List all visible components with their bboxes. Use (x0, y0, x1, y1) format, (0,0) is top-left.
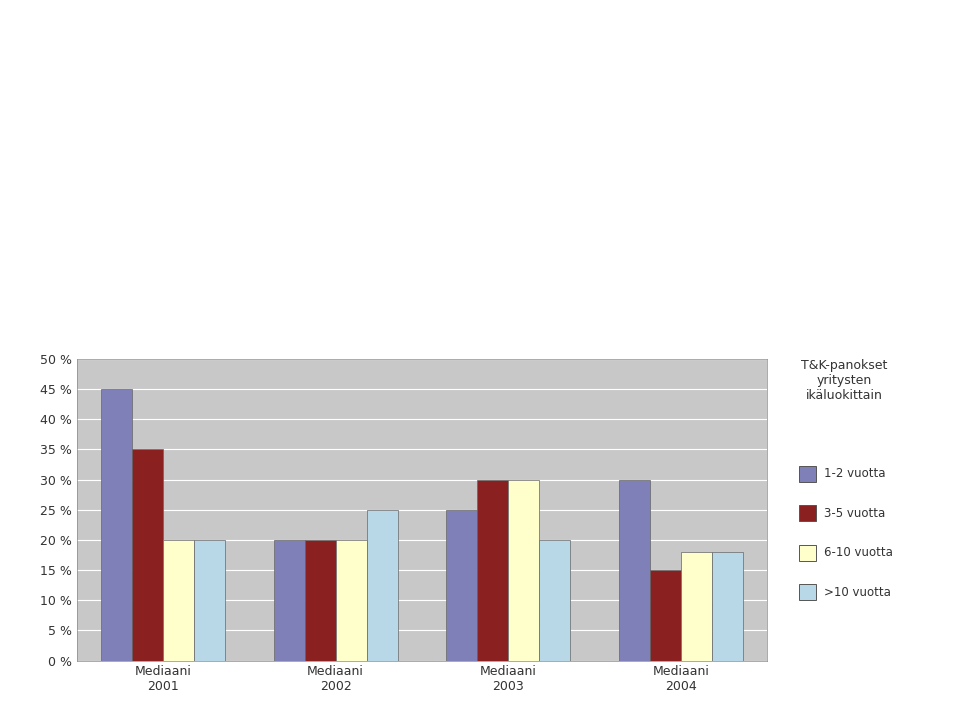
Bar (478, 480, 508, 661)
Bar (305, 540, 336, 661)
Bar (508, 480, 539, 661)
Bar (619, 480, 650, 661)
Text: 6-10 vuotta: 6-10 vuotta (824, 546, 893, 559)
Bar (681, 552, 712, 661)
Text: T&K-panokset
yritysten
ikäluokittain: T&K-panokset yritysten ikäluokittain (801, 359, 887, 402)
Text: 1-2 vuotta: 1-2 vuotta (824, 467, 885, 480)
Text: 3-5 vuotta: 3-5 vuotta (824, 507, 885, 520)
Bar (650, 570, 681, 661)
Bar (273, 540, 305, 661)
Bar (194, 540, 225, 661)
Text: Tuotekehitys: Tuotekehitys (192, 18, 411, 47)
Text: >10 vuotta: >10 vuotta (824, 586, 891, 599)
Bar (539, 540, 571, 661)
Bar (366, 510, 398, 661)
Bar (336, 540, 366, 661)
Bar (101, 389, 132, 661)
Bar (132, 449, 163, 661)
Bar (446, 510, 478, 661)
Bar (712, 552, 743, 661)
Bar (163, 540, 194, 661)
